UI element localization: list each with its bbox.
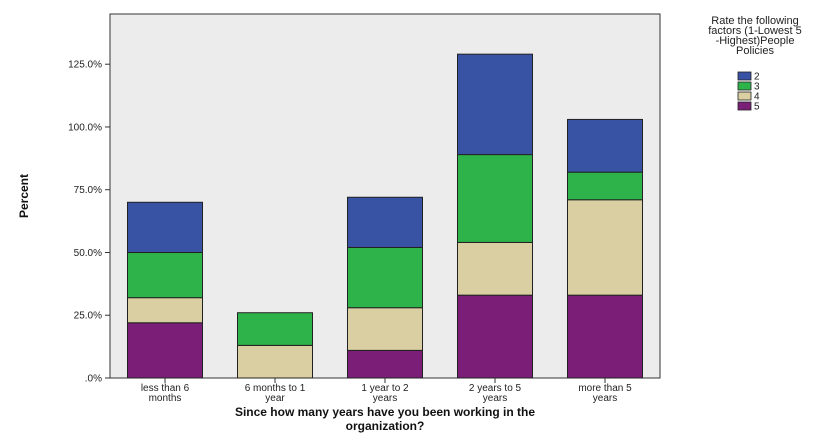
legend-label: 3 <box>754 82 760 93</box>
bar-segment <box>237 312 313 346</box>
legend-swatch <box>737 81 752 91</box>
y-tick-label: 125.0% <box>68 60 102 71</box>
x-axis-title-line2: organization? <box>346 419 425 433</box>
legend-label: 4 <box>754 92 760 103</box>
y-tick-label: 50.0% <box>74 248 102 259</box>
bar-segment <box>237 344 313 379</box>
bar-segment <box>127 322 203 379</box>
y-axis-title: Percent <box>17 174 31 218</box>
y-tick-label: 25.0% <box>74 311 102 322</box>
legend-label: 5 <box>754 102 760 113</box>
bar-segment <box>127 297 203 324</box>
bar-segment <box>127 251 203 299</box>
bar-segment <box>347 307 423 351</box>
bar-segment <box>127 201 203 253</box>
x-tick-label: year <box>265 393 285 404</box>
bar-segment <box>567 118 643 173</box>
x-tick-label: 2 years to 5 <box>469 383 522 394</box>
bar-segment <box>457 241 533 296</box>
bar-segment <box>567 199 643 296</box>
x-tick-label: years <box>593 393 617 404</box>
legend-swatch <box>737 91 752 101</box>
x-tick-label: months <box>149 393 182 404</box>
y-tick-label: .0% <box>85 374 102 385</box>
legend-title: Policies <box>736 45 774 57</box>
bar-segment <box>347 349 423 379</box>
bar-segment <box>567 171 643 201</box>
bar-segment <box>457 294 533 379</box>
y-tick-label: 100.0% <box>68 122 102 133</box>
bar-segment <box>457 154 533 243</box>
x-axis-title-line1: Since how many years have you been worki… <box>235 405 535 419</box>
legend-title: factors (1-Lowest 5 <box>708 25 802 37</box>
bar-segment <box>567 294 643 379</box>
x-tick-label: less than 6 <box>141 383 190 394</box>
legend-swatch <box>737 71 752 81</box>
bar-segment <box>457 53 533 156</box>
x-tick-label: more than 5 <box>578 383 632 394</box>
x-tick-label: years <box>483 393 507 404</box>
bar-segment <box>347 246 423 309</box>
x-tick-label: 1 year to 2 <box>361 383 409 394</box>
x-tick-label: 6 months to 1 <box>245 383 306 394</box>
y-tick-label: 75.0% <box>74 185 102 196</box>
legend-swatch <box>737 101 752 111</box>
bar-segment <box>347 196 423 248</box>
legend-title: -Highest)People <box>716 35 795 47</box>
x-tick-label: years <box>373 393 397 404</box>
legend-title: Rate the following <box>711 15 798 27</box>
legend-label: 2 <box>754 72 760 83</box>
